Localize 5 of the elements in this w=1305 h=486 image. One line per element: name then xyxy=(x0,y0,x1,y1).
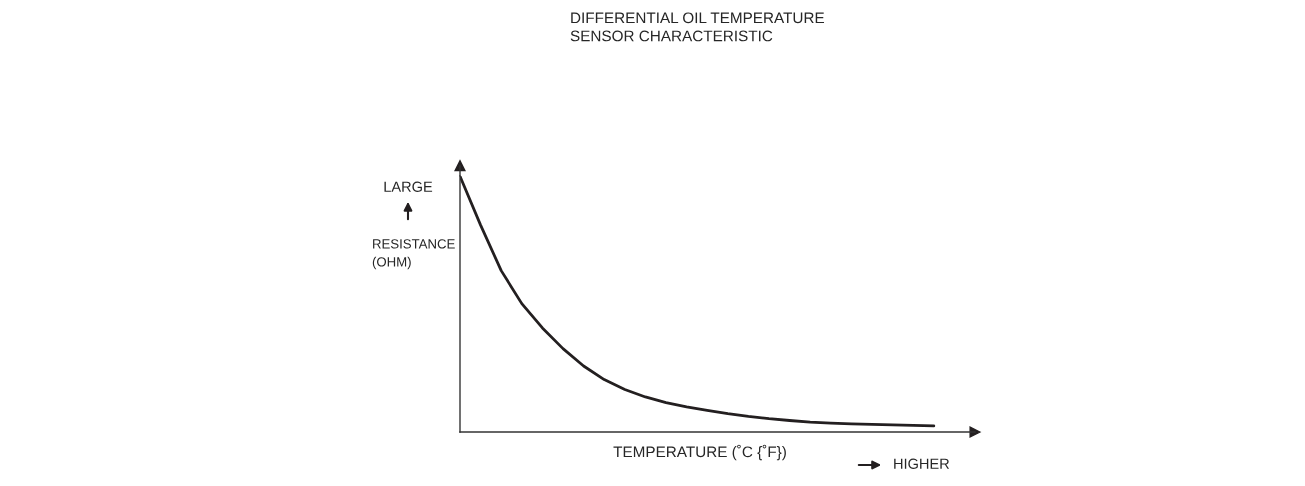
chart-title: DIFFERENTIAL OIL TEMPERATURE SENSOR CHARACTERISTIC xyxy=(570,12,825,42)
text: LARGE xyxy=(384,181,433,192)
x-axis-title: TEMPERATURE (˚C {˚F}) xyxy=(613,444,786,461)
text: HIGHER xyxy=(894,458,950,469)
y-axis-title: RESISTANCE (OHM) xyxy=(372,239,455,270)
